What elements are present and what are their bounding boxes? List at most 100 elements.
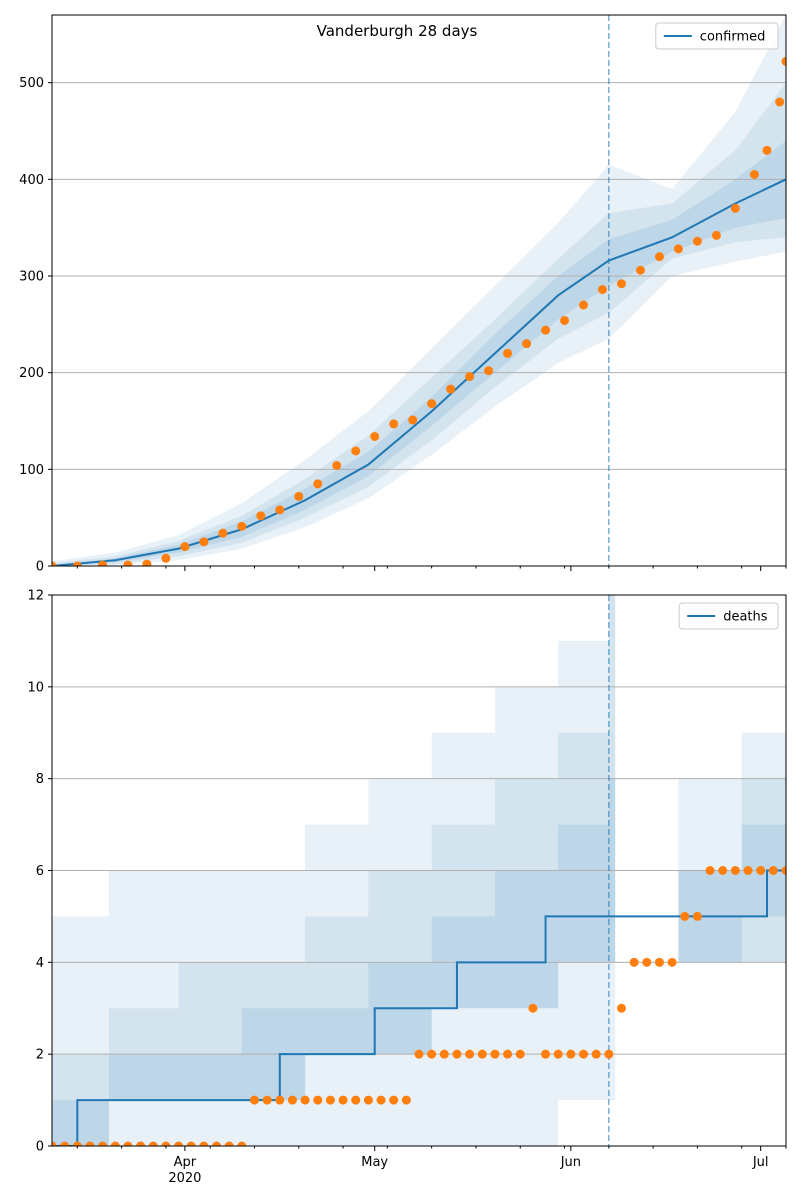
observed-point [224, 1141, 234, 1146]
model-line-deaths [52, 869, 786, 1146]
confirmed-panel: 0 100 200 300 400 500 confirmed [19, 14, 787, 575]
observed-point [465, 372, 475, 382]
observed-point [781, 56, 786, 66]
observed-point [338, 1095, 348, 1105]
observed-point [692, 911, 702, 921]
observed-point [503, 1049, 513, 1059]
y-tick-label: 4 [36, 956, 44, 971]
observed-point [598, 285, 607, 295]
observed-point [781, 866, 786, 875]
observed-point [629, 957, 639, 967]
observed-point [376, 1095, 386, 1105]
observed-point [579, 1049, 589, 1059]
observed-point [604, 1049, 614, 1059]
observed-point [749, 170, 759, 179]
observed-point [553, 1049, 563, 1059]
observed-point [351, 446, 361, 456]
observed-point [389, 1095, 399, 1105]
legend: deaths [678, 602, 779, 630]
outer-band [52, 15, 786, 566]
y-tick-label: 300 [19, 270, 44, 285]
observed-point [654, 252, 664, 262]
chart-title: Vanderburgh 28 days [317, 22, 478, 40]
observed-point [52, 1141, 57, 1146]
y-tick-label: 400 [19, 173, 44, 188]
observed-point [654, 957, 664, 967]
observed-point [72, 1141, 82, 1146]
y-tick-label: 12 [27, 589, 44, 604]
observed-point [294, 491, 304, 501]
observed-point [370, 431, 380, 441]
y-tick-label: 200 [19, 366, 44, 381]
observed-point [730, 203, 740, 213]
legend-box [655, 22, 779, 50]
legend-label: deaths [723, 610, 768, 625]
observed-point [465, 1049, 475, 1059]
observed-point [275, 1095, 285, 1105]
observed-point [401, 1095, 411, 1105]
observed-point [351, 1095, 361, 1105]
observed-point [490, 1049, 500, 1059]
observed-point [566, 1049, 576, 1059]
observed-point [427, 399, 437, 409]
observed-point [161, 1141, 171, 1146]
legend-box [678, 602, 779, 630]
observed-point [673, 244, 683, 254]
observed-point [616, 279, 626, 289]
observed-point [692, 236, 702, 246]
observed-point [300, 1095, 310, 1105]
observed-point [98, 1141, 108, 1146]
observed-point [313, 479, 323, 489]
y-tick-label: 8 [36, 772, 44, 787]
observed-point [579, 300, 589, 310]
axes-frame [51, 14, 787, 567]
observed-point [313, 1095, 323, 1105]
x-tick-label: Jun [560, 1155, 581, 1170]
uncertainty-bands [52, 15, 786, 566]
observed-point [275, 505, 285, 515]
y-tick-label: 500 [19, 76, 44, 91]
observed-point [136, 1141, 146, 1146]
observed-point [515, 1049, 525, 1059]
y-tick-label: 0 [36, 560, 44, 575]
x-tick-label: May [361, 1155, 388, 1170]
observed-point [249, 1095, 259, 1105]
observed-point [711, 230, 721, 240]
observed-point [503, 348, 513, 358]
observed-point [484, 366, 494, 376]
middle-band [52, 82, 786, 566]
observed-point [218, 528, 228, 538]
observed-point [123, 1141, 133, 1146]
observed-point [256, 511, 266, 521]
observed-point [414, 1049, 424, 1059]
y-tick-label: 6 [36, 864, 44, 879]
observed-point [522, 339, 532, 349]
observed-point [110, 1141, 120, 1146]
observed-point [528, 1003, 538, 1013]
observed-point [180, 542, 190, 552]
observed-point [332, 460, 342, 470]
observed-points [52, 56, 786, 566]
observed-point [237, 1141, 247, 1146]
observed-point [174, 1141, 184, 1146]
observed-point [560, 315, 570, 325]
observed-point [718, 866, 728, 875]
observed-point [287, 1095, 297, 1105]
observed-point [635, 265, 645, 275]
observed-point [730, 866, 740, 875]
observed-point [186, 1141, 196, 1146]
observed-point [85, 1141, 95, 1146]
axes-frame [51, 594, 787, 1147]
x-tick-label: Apr [174, 1155, 197, 1170]
observed-point [262, 1095, 272, 1105]
observed-point [541, 325, 551, 335]
x-tick-label: Jul [752, 1155, 769, 1170]
observed-point [439, 1049, 449, 1059]
y-tick-label: 10 [27, 680, 44, 695]
legend-label: confirmed [700, 30, 766, 45]
observed-point [212, 1141, 222, 1146]
observed-points [52, 866, 786, 1146]
observed-point [768, 866, 778, 875]
